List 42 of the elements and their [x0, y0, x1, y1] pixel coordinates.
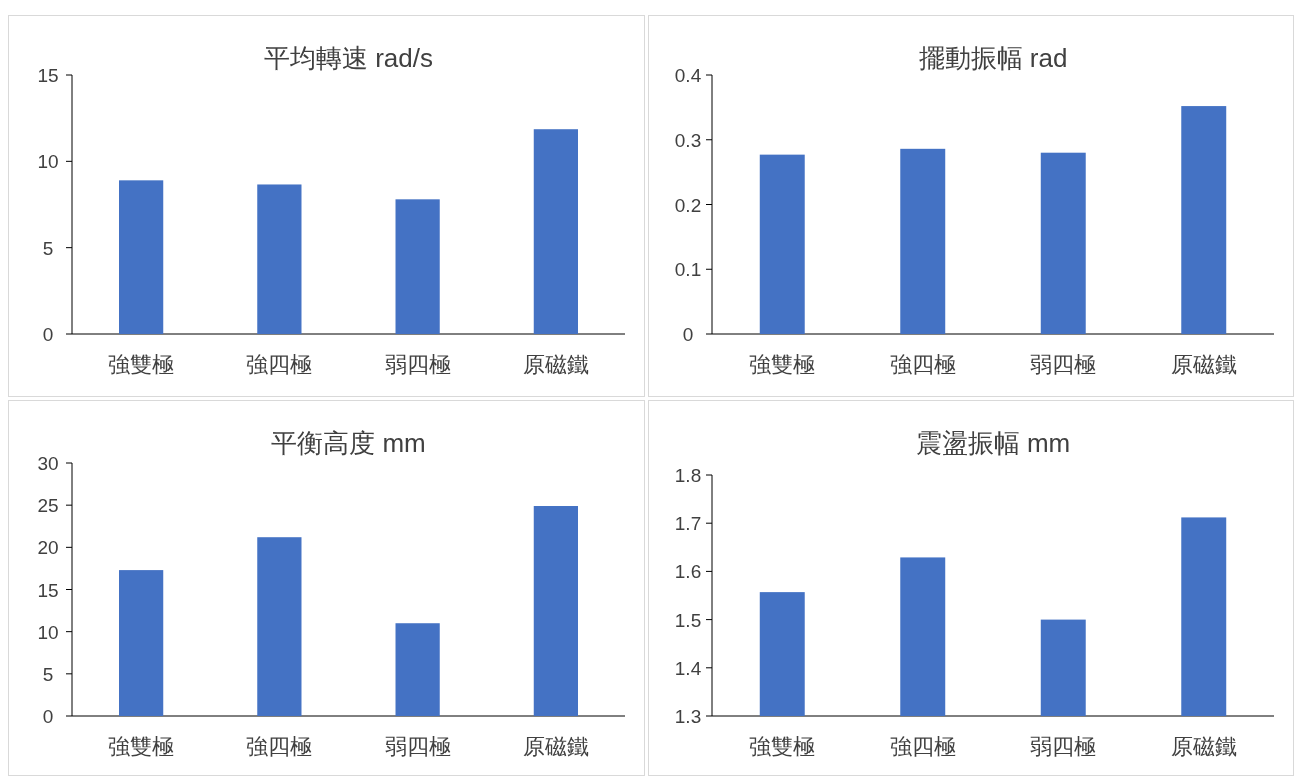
y-tick-label: 0	[682, 324, 694, 345]
y-tick-label: 1.3	[674, 706, 702, 727]
x-tick-label: 原磁鐵	[522, 352, 589, 377]
y-tick-label: 5	[42, 237, 54, 259]
x-tick-label: 強雙極	[749, 734, 816, 759]
y-tick-label: 0.2	[674, 194, 702, 216]
x-tick-label: 原磁鐵	[522, 734, 589, 759]
x-tick-label: 弱四極	[1030, 352, 1097, 377]
x-tick-label: 強四極	[889, 734, 956, 759]
x-tick-label: 原磁鐵	[1170, 734, 1237, 759]
y-tick-label: 30	[37, 453, 59, 474]
title: 平衡高度 mm	[271, 428, 426, 458]
y-tick-label: 5	[42, 663, 54, 685]
x-tick-label: 強雙極	[749, 352, 816, 377]
y-tick-label: 1.4	[674, 657, 702, 679]
x-tick-label: 強雙極	[108, 352, 175, 377]
x-tick-label: 強四極	[246, 352, 313, 377]
y-tick-label: 0.3	[674, 129, 702, 151]
y-tick-label: 1.8	[674, 465, 702, 486]
title: 平均轉速 rad/s	[264, 43, 433, 73]
x-tick-label: 弱四極	[384, 734, 451, 759]
title: 擺動振幅 rad	[918, 43, 1068, 73]
x-tick-label: 強四極	[889, 352, 956, 377]
x-tick-label: 弱四極	[1030, 734, 1097, 759]
title: 震盪振幅 mm	[915, 428, 1071, 458]
y-tick-label: 1.6	[674, 561, 702, 583]
x-tick-label: 強雙極	[108, 734, 175, 759]
y-tick-label: 10	[37, 151, 59, 173]
y-tick-label: 25	[37, 495, 59, 517]
x-tick-label: 弱四極	[384, 352, 451, 377]
y-tick-label: 15	[37, 65, 59, 86]
y-tick-label: 0	[42, 324, 54, 345]
y-tick-label: 20	[37, 537, 59, 559]
y-tick-label: 15	[37, 579, 59, 601]
x-tick-label: 強四極	[246, 734, 313, 759]
y-tick-label: 10	[37, 621, 59, 643]
x-tick-label: 原磁鐵	[1170, 352, 1237, 377]
y-tick-label: 1.7	[674, 513, 702, 535]
y-tick-label: 1.5	[674, 609, 702, 631]
y-tick-label: 0.4	[674, 65, 702, 86]
y-tick-label: 0.1	[674, 259, 702, 281]
y-tick-label: 0	[42, 706, 54, 727]
